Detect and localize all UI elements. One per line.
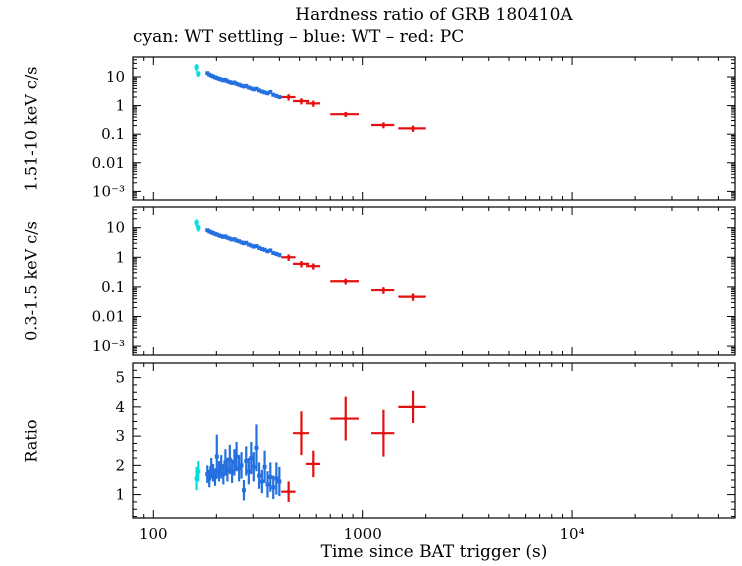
svg-text:5: 5 [115,369,125,387]
svg-text:2: 2 [115,456,125,474]
svg-text:4: 4 [115,398,125,416]
svg-text:3: 3 [115,427,125,445]
svg-text:0.1: 0.1 [101,125,125,143]
svg-text:0.01: 0.01 [92,307,125,325]
svg-text:1: 1 [115,97,125,115]
plot-title: Hardness ratio of GRB 180410A [295,5,573,25]
svg-text:1: 1 [115,248,125,266]
svg-text:0.1: 0.1 [101,278,125,296]
plot-legend-subtitle: cyan: WT settling – blue: WT – red: PC [133,27,465,47]
svg-text:10⁻³: 10⁻³ [92,182,125,200]
svg-text:1000: 1000 [344,525,382,543]
svg-text:100: 100 [139,525,168,543]
x-axis-label: Time since BAT trigger (s) [320,542,548,562]
svg-text:10: 10 [106,68,125,86]
svg-text:10⁴: 10⁴ [560,525,585,543]
svg-text:10⁻³: 10⁻³ [92,337,125,355]
svg-text:0.01: 0.01 [92,154,125,172]
svg-text:1: 1 [115,486,125,504]
svg-text:10: 10 [106,219,125,237]
